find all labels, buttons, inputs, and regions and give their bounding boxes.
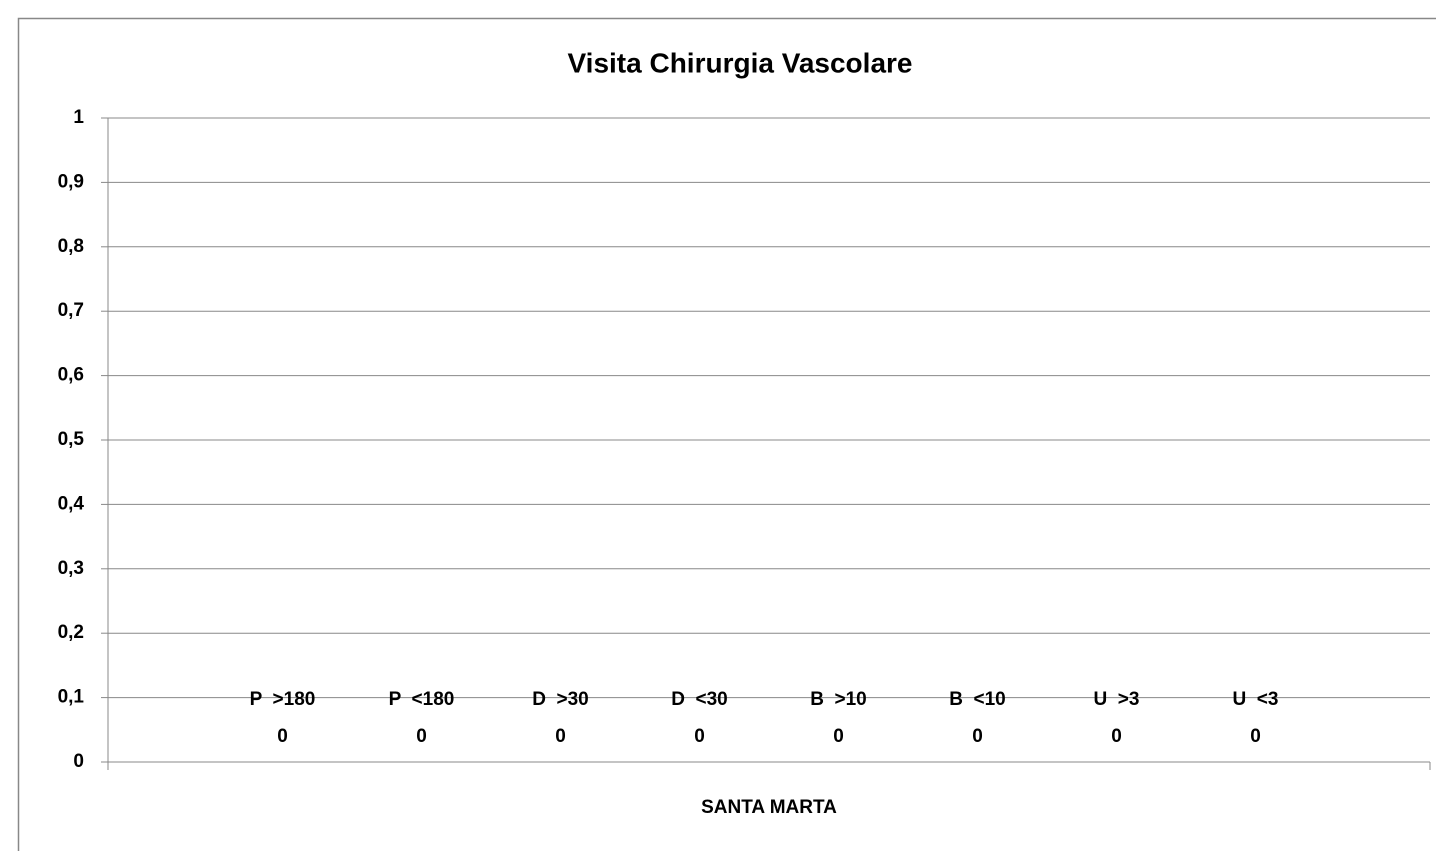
data-label-value: 0 (972, 726, 983, 747)
data-label-name: B <10 (949, 689, 1006, 710)
data-label-name: P <180 (389, 689, 455, 710)
y-tick-label: 0,9 (58, 171, 84, 192)
data-label-value: 0 (694, 726, 705, 747)
y-tick-label: 0,3 (58, 558, 84, 579)
data-label-value: 0 (833, 726, 844, 747)
y-tick-label: 0,6 (58, 365, 84, 386)
data-label-value: 0 (555, 726, 566, 747)
y-tick-label: 0,4 (58, 493, 85, 514)
data-label-value: 0 (1250, 726, 1261, 747)
y-tick-label: 0,1 (58, 687, 85, 708)
data-label-name: U <3 (1233, 689, 1279, 710)
chart-title: Visita Chirurgia Vascolare (568, 47, 913, 78)
data-label-name: D >30 (532, 689, 589, 710)
y-tick-label: 1 (73, 107, 84, 128)
data-label-name: D <30 (671, 689, 728, 710)
data-label-value: 0 (1111, 726, 1122, 747)
data-label-value: 0 (416, 726, 427, 747)
y-tick-label: 0,8 (58, 236, 84, 257)
y-tick-label: 0,2 (58, 622, 84, 643)
data-label-name: B >10 (810, 689, 867, 710)
y-tick-label: 0,7 (58, 300, 84, 321)
y-tick-label: 0 (73, 751, 84, 772)
data-label-name: P >180 (250, 689, 316, 710)
data-label-value: 0 (277, 726, 288, 747)
chart-border (17, 17, 1436, 851)
data-label-name: U >3 (1094, 689, 1140, 710)
x-tick-label: SANTA MARTA (701, 797, 837, 818)
y-tick-label: 0,5 (58, 429, 85, 450)
